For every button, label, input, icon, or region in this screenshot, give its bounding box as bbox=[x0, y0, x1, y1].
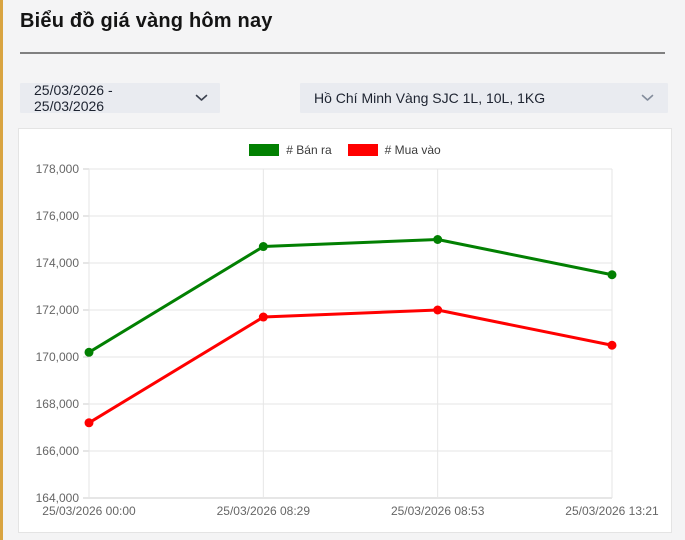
data-point[interactable] bbox=[607, 340, 617, 350]
legend-label-buy: # Mua vào bbox=[384, 143, 441, 157]
price-line-chart: 164,000 166,000 168,000 170,000 172,000 174,0… bbox=[36, 162, 659, 518]
y-axis-label: 172,000 bbox=[36, 303, 80, 317]
data-point[interactable] bbox=[84, 418, 94, 428]
title-divider bbox=[20, 52, 665, 54]
data-point[interactable] bbox=[84, 347, 94, 357]
series-line-0 bbox=[87, 238, 614, 354]
product-value: Hồ Chí Minh Vàng SJC 1L, 10L, 1KG bbox=[314, 90, 546, 106]
y-axis-label: 178,000 bbox=[36, 162, 80, 176]
data-point[interactable] bbox=[433, 235, 443, 244]
chart-card: # Bán ra # Mua vào 164,000 166,000 168,000… bbox=[18, 128, 672, 533]
y-axis-label: 176,000 bbox=[36, 209, 80, 223]
data-point[interactable] bbox=[433, 305, 443, 315]
left-accent-border bbox=[0, 0, 3, 540]
chevron-down-icon bbox=[641, 94, 654, 101]
date-range-value: 25/03/2026 - 25/03/2026 bbox=[34, 82, 113, 114]
product-select[interactable]: Hồ Chí Minh Vàng SJC 1L, 10L, 1KG bbox=[300, 83, 668, 113]
x-axis-label: 25/03/2026 08:53 bbox=[391, 504, 485, 518]
legend-swatch-buy bbox=[347, 144, 378, 156]
data-point[interactable] bbox=[258, 242, 268, 252]
date-range-select[interactable]: 25/03/2026 - 25/03/2026 bbox=[20, 82, 220, 114]
legend-label-sell: # Bán ra bbox=[286, 143, 332, 157]
x-axis-label: 25/03/2026 00:00 bbox=[42, 504, 136, 518]
series-line-1 bbox=[87, 308, 614, 425]
y-axis-label: 170,000 bbox=[36, 350, 80, 364]
y-axis-label: 164,000 bbox=[36, 491, 80, 505]
legend-item-sell[interactable]: # Bán ra bbox=[249, 143, 332, 157]
y-axis-label: 174,000 bbox=[36, 256, 80, 270]
page-title: Biểu đồ giá vàng hôm nay bbox=[20, 10, 273, 32]
data-point[interactable] bbox=[607, 270, 617, 280]
x-axis-label: 25/03/2026 13:21 bbox=[565, 504, 659, 518]
chart-legend: # Bán ra # Mua vào bbox=[19, 143, 671, 157]
x-axis-label: 25/03/2026 08:29 bbox=[217, 504, 311, 518]
chevron-down-icon bbox=[195, 94, 208, 101]
data-point[interactable] bbox=[258, 312, 268, 322]
legend-swatch-sell bbox=[249, 144, 280, 156]
legend-item-buy[interactable]: # Mua vào bbox=[347, 143, 441, 157]
y-axis-label: 166,000 bbox=[36, 444, 80, 458]
y-axis-label: 168,000 bbox=[36, 397, 80, 411]
